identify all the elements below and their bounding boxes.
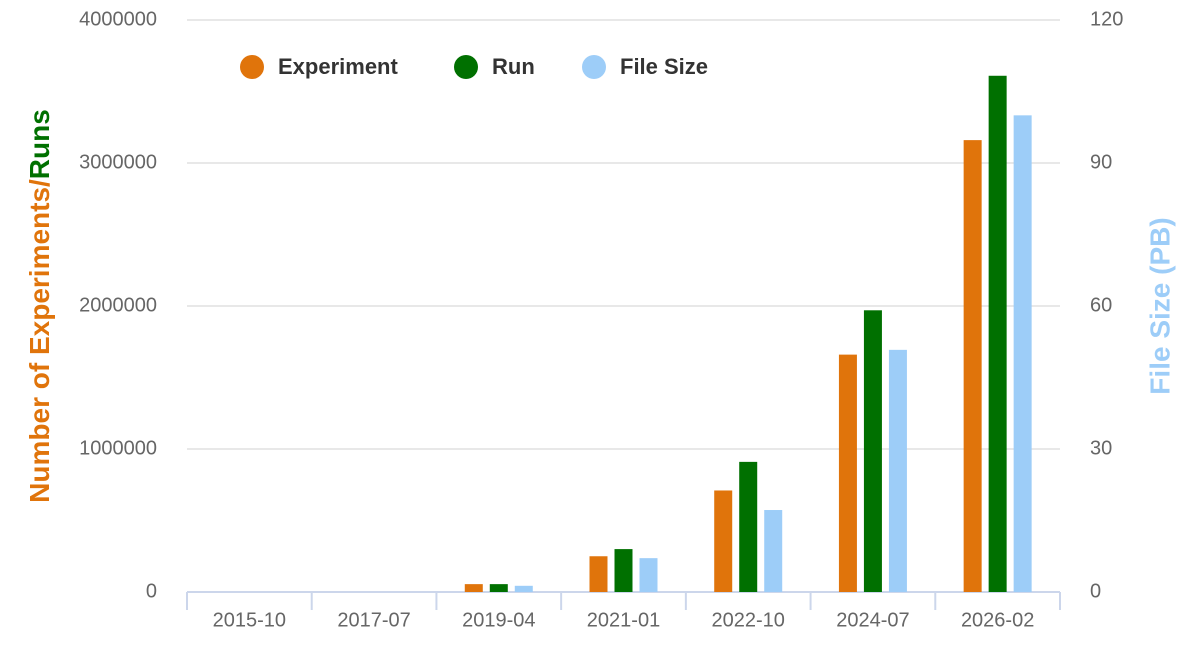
y-tick-label: 0 (146, 580, 157, 602)
bar (714, 490, 733, 592)
legend-item: Run (454, 54, 535, 79)
legend-item: Experiment (240, 54, 398, 79)
bar (764, 510, 783, 592)
bar (888, 349, 907, 592)
y-tick-label: 3000000 (79, 151, 157, 173)
y-axis-title-part: Runs (24, 109, 55, 179)
x-tick-label: 2017-07 (337, 609, 410, 631)
bar (988, 75, 1007, 592)
bar (464, 584, 483, 592)
x-tick-label: 2019-04 (462, 609, 535, 631)
y2-tick-label: 90 (1090, 151, 1112, 173)
bar (489, 584, 508, 592)
y-tick-label: 2000000 (79, 294, 157, 316)
x-tick-label: 2021-01 (587, 609, 660, 631)
bar (1013, 115, 1032, 592)
y2-axis-title: File Size (PB) (1144, 217, 1175, 394)
y-tick-label: 1000000 (79, 437, 157, 459)
legend-marker (454, 55, 478, 79)
bar (614, 549, 633, 592)
x-tick-label: 2024-07 (836, 609, 909, 631)
legend-label: File Size (620, 54, 708, 79)
bar (589, 556, 608, 592)
legend-label: Run (492, 54, 535, 79)
y2-tick-label: 120 (1090, 8, 1123, 30)
bar (639, 558, 658, 592)
bar (739, 461, 758, 592)
y-tick-label: 4000000 (79, 8, 157, 30)
bar (863, 310, 882, 592)
legend-marker (582, 55, 606, 79)
bar (963, 140, 982, 592)
y2-tick-label: 60 (1090, 294, 1112, 316)
x-tick-label: 2022-10 (712, 609, 785, 631)
y-axis-title-part: Number of Experiments/ (24, 179, 55, 503)
legend-label: Experiment (278, 54, 398, 79)
y2-tick-label: 0 (1090, 580, 1101, 602)
bar (514, 585, 533, 592)
bar (838, 354, 857, 592)
x-tick-label: 2026-02 (961, 609, 1034, 631)
y2-tick-label: 30 (1090, 437, 1112, 459)
x-tick-label: 2015-10 (213, 609, 286, 631)
legend-item: File Size (582, 54, 708, 79)
y-axis-title: Number of Experiments/Runs (24, 109, 55, 503)
legend-marker (240, 55, 264, 79)
